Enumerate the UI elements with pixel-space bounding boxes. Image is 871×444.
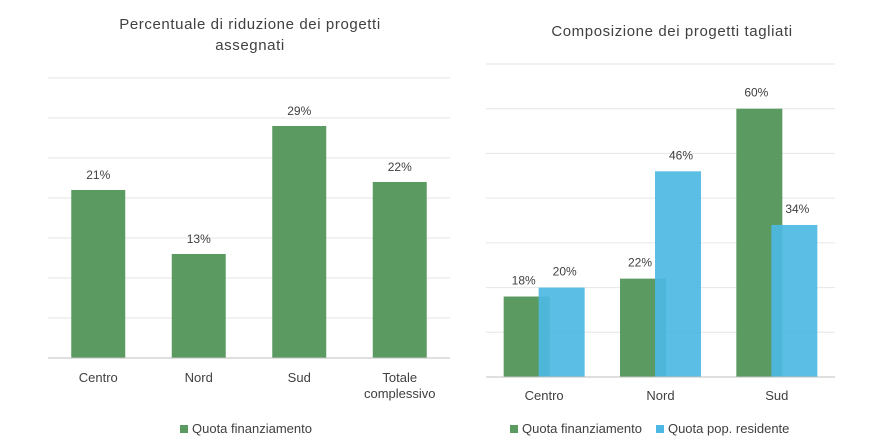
bar-centro-series-1	[538, 287, 585, 377]
data-label: 18%	[512, 274, 536, 288]
right-chart-title: Composizione dei progetti tagliati	[551, 23, 793, 40]
left-chart-panel: Percentuale di riduzione dei progetti as…	[48, 16, 450, 436]
data-label: 21%	[86, 168, 110, 182]
right-chart-panel: Composizione dei progetti tagliati 18% 20…	[462, 0, 871, 444]
data-label: 34%	[785, 202, 809, 216]
data-label: 46%	[669, 148, 693, 162]
x-tick-label: Nord	[646, 388, 674, 403]
data-label: 60%	[744, 86, 768, 100]
bar-sud	[272, 126, 327, 358]
left-chart-svg: 21% Centro 13% Nord 29% Sud 22% Totale complessi…	[48, 77, 450, 401]
x-tick-label: Sud	[288, 370, 311, 385]
data-label: 22%	[388, 160, 412, 174]
data-label: 13%	[187, 232, 211, 246]
legend-label: Quota finanziamento	[522, 421, 642, 436]
x-tick-label: Sud	[765, 388, 788, 403]
data-label: 29%	[287, 104, 311, 118]
legend-label: Quota pop. residente	[667, 421, 790, 436]
left-chart-title: Percentuale di riduzione dei progetti as…	[119, 16, 381, 54]
bar-totale-complessivo	[372, 182, 427, 358]
legend-item-quota-finanziamento: Quota finanziamento	[180, 421, 312, 436]
x-tick-label: Totale complessivo	[364, 370, 436, 401]
right-legend: Quota finanziamento Quota pop. residente	[510, 421, 803, 436]
legend-item-quota-finanziamento: Quota finanziamento	[510, 421, 642, 436]
legend-label: Quota finanziamento	[192, 421, 312, 436]
x-tick-label: Centro	[79, 370, 118, 385]
legend-swatch	[655, 424, 664, 433]
bar-nord-series-1	[655, 171, 701, 377]
bar-sud-series-1	[771, 224, 818, 377]
x-tick-label: Nord	[185, 370, 213, 385]
legend-item-quota-pop-residente: Quota pop. residente	[655, 421, 790, 436]
left-legend: Quota finanziamento	[180, 421, 326, 436]
data-label: 20%	[553, 265, 577, 279]
right-chart-svg: 18% 20% Centro 22% 46% Nord 60% 34% Sud	[486, 63, 835, 403]
bar-centro	[71, 190, 126, 358]
data-label: 22%	[628, 256, 652, 270]
legend-swatch	[510, 424, 518, 433]
bar-nord	[171, 254, 226, 358]
legend-swatch	[180, 424, 188, 433]
x-tick-label: Centro	[525, 388, 564, 403]
